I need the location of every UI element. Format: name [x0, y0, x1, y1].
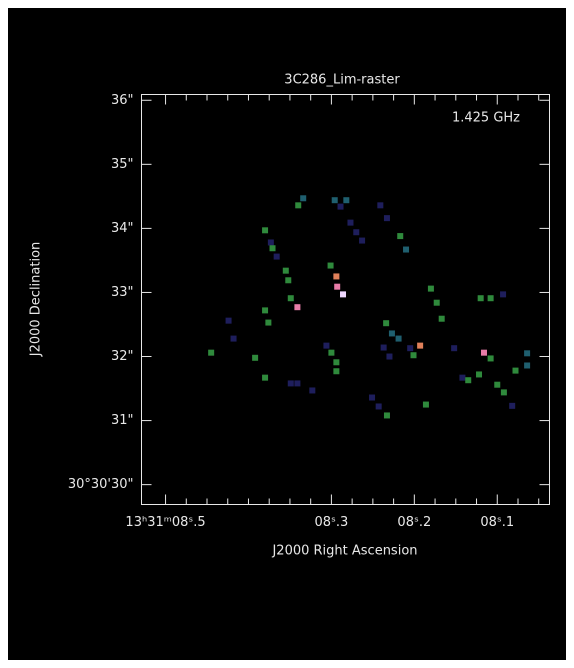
x-tick-label: 08ˢ.2 — [397, 515, 431, 530]
raster-cell — [500, 291, 507, 298]
raster-cell — [269, 245, 276, 252]
raster-cell — [465, 377, 472, 384]
raster-cell — [524, 350, 531, 357]
raster-cell — [287, 380, 294, 387]
raster-cell — [262, 307, 269, 314]
y-tick-label: 32" — [111, 349, 134, 364]
raster-cell — [333, 273, 340, 280]
raster-cell — [427, 285, 434, 292]
raster-cell — [334, 283, 341, 290]
raster-cell — [265, 319, 272, 326]
raster-cell — [500, 389, 507, 396]
raster-cell — [487, 295, 494, 302]
raster-cell — [328, 349, 335, 356]
x-tick-label: 08ˢ.1 — [480, 515, 514, 530]
raster-cell — [208, 349, 215, 356]
x-tick-label: 13ʰ31ᵐ08ˢ.5 — [125, 515, 205, 530]
raster-cell — [377, 202, 384, 209]
raster-cell — [369, 394, 376, 401]
raster — [208, 195, 531, 419]
plot-frame — [141, 94, 550, 505]
raster-cell — [282, 267, 289, 274]
x-tick-label: 08ˢ.3 — [315, 515, 349, 530]
raster-cell — [477, 295, 484, 302]
raster-cell — [494, 381, 501, 388]
raster-cell — [383, 412, 390, 419]
raster-cell — [267, 239, 274, 246]
raster-cell — [294, 304, 301, 311]
raster-cell — [262, 374, 269, 381]
raster-cell — [331, 197, 338, 204]
raster-cell — [487, 355, 494, 362]
raster-cell — [451, 345, 458, 352]
raster-cell — [230, 335, 237, 342]
raster-cell — [327, 262, 334, 269]
raster-cell — [422, 401, 429, 408]
raster-cell — [512, 367, 519, 374]
y-tick-label: 36" — [111, 93, 134, 108]
raster-cell — [459, 374, 466, 381]
raster-cell — [380, 344, 387, 351]
y-tick-label: 33" — [111, 285, 134, 300]
raster-cell — [407, 345, 414, 352]
x-axis-label: J2000 Right Ascension — [271, 544, 417, 559]
raster-cell — [337, 203, 344, 210]
raster-cell — [480, 349, 487, 356]
raster-cell — [403, 246, 410, 253]
raster-cell — [383, 215, 390, 222]
raster-cell — [300, 195, 307, 202]
raster-cell — [333, 359, 340, 366]
raster-cell — [359, 237, 366, 244]
annotation: 1.425 GHz — [452, 111, 520, 126]
raster-cell — [225, 317, 232, 324]
raster-cell — [395, 335, 402, 342]
raster-cell — [333, 368, 340, 375]
raster-cell — [509, 402, 516, 409]
raster-cell — [287, 295, 294, 302]
raster-cell — [433, 299, 440, 306]
raster-cell — [410, 352, 417, 359]
raster-cell — [397, 233, 404, 240]
raster-cell — [343, 197, 350, 204]
raster-cell — [252, 354, 259, 361]
y-axis-label: J2000 Declination — [29, 242, 44, 358]
raster-cell — [476, 371, 483, 378]
y-tick-label: 34" — [111, 221, 134, 236]
raster-cell — [438, 315, 445, 322]
raster-cell — [386, 353, 393, 360]
raster-cell — [294, 380, 301, 387]
raster-cell — [353, 229, 360, 236]
raster-cell — [323, 342, 330, 349]
raster-cell — [340, 291, 347, 298]
raster-cell — [309, 387, 316, 394]
y-tick-label: 31" — [111, 413, 134, 428]
background — [8, 8, 566, 660]
y-tick-label: 30°30'30" — [68, 477, 134, 492]
chart-title: 3C286_Lim-raster — [284, 73, 400, 88]
raster-cell — [524, 362, 531, 369]
raster-cell — [375, 403, 382, 410]
raster-cell — [273, 253, 280, 260]
raster-cell — [262, 227, 269, 234]
raster-cell — [295, 202, 302, 209]
raster-cell — [417, 342, 424, 349]
raster-cell — [388, 330, 395, 337]
y-tick-label: 35" — [111, 157, 134, 172]
raster-cell — [285, 277, 292, 284]
raster-cell — [347, 219, 354, 226]
raster-cell — [383, 320, 390, 327]
